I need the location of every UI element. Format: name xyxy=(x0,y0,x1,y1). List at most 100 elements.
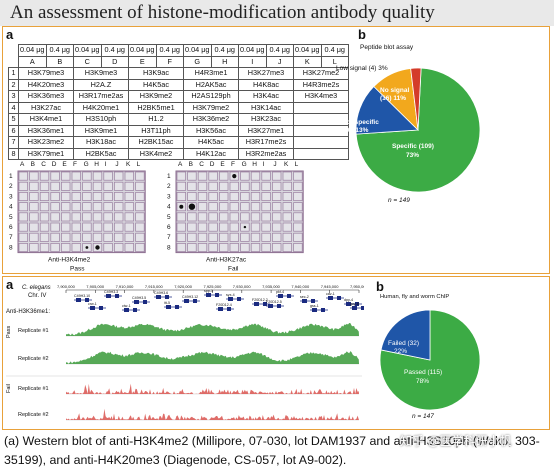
blot-well xyxy=(250,192,261,201)
blot-well xyxy=(293,192,303,201)
blot-row-number: 2 xyxy=(167,183,171,190)
gene-name: gcy-8 xyxy=(350,302,359,306)
column-letter: G xyxy=(183,55,212,68)
pie-slice-failed xyxy=(380,309,431,361)
blot-image: A B C D E F G H I J K L 1 2 3 4 5 6 7 8 Anti-H3K27ac Fail xyxy=(167,161,304,273)
blot-well xyxy=(208,171,218,181)
blot-well xyxy=(261,192,271,201)
blot-column-letter: D xyxy=(210,161,215,168)
blot-column-letter: J xyxy=(273,161,276,168)
blot-spot xyxy=(232,174,237,179)
gene-exon xyxy=(254,302,259,306)
blot-well xyxy=(61,192,71,201)
pie-top-n-label: n = 149 xyxy=(388,197,410,204)
blot-well xyxy=(187,212,197,222)
blot-well xyxy=(272,243,282,252)
gene-exon xyxy=(193,299,197,303)
gene-name: crw-1 xyxy=(88,302,97,306)
gene-exon xyxy=(337,296,341,300)
blot-well xyxy=(39,212,50,222)
bottom-panel-a-label: a xyxy=(6,277,14,292)
blot-column-letter: F xyxy=(231,161,235,168)
blot-well xyxy=(208,181,218,191)
peptide-cell: H3K4me1 xyxy=(18,113,74,126)
blot-well xyxy=(29,181,39,191)
pie-top-low-signal-label: Low signal (4) 3% xyxy=(336,65,388,72)
blot-column-letter: B xyxy=(189,161,193,168)
blot-well xyxy=(240,212,250,222)
blot-well xyxy=(114,212,124,222)
blot-well xyxy=(187,222,197,232)
blot-well xyxy=(293,181,303,191)
blot-well xyxy=(208,212,218,222)
blot-title: Anti-H3K27ac xyxy=(206,257,247,264)
axis-tick-label: 7,905,000 xyxy=(86,284,105,289)
blot-well xyxy=(240,243,250,252)
axis-tick-label: 7,910,000 xyxy=(116,284,135,289)
blot-well xyxy=(208,192,218,201)
blot-well xyxy=(272,232,282,242)
peptide-table-container: 0.04 μg 0.4 μg 0.04 μg 0.4 μg 0.04 μg 0.4 μg 0… xyxy=(8,44,349,160)
blot-well xyxy=(250,171,261,181)
track-name: Replicate #2 xyxy=(18,356,49,362)
blot-well xyxy=(293,243,303,252)
blot-well xyxy=(39,232,50,242)
blot-well xyxy=(293,212,303,222)
amount-header: 0.4 μg xyxy=(265,44,294,57)
pie-bot-title: Human, fly and worm ChIP xyxy=(380,294,449,300)
amount-header: 0.04 μg xyxy=(183,44,212,57)
blot-well xyxy=(92,202,103,212)
pie-bot-failed-label-1: Failed (32) xyxy=(388,340,419,347)
blot-well xyxy=(250,232,261,242)
blot-well xyxy=(250,181,261,191)
blot-well xyxy=(272,212,282,222)
blot-well xyxy=(197,222,208,232)
blot-column-letter: B xyxy=(31,161,35,168)
row-number: 3 xyxy=(8,90,19,103)
blot-column-letter: G xyxy=(84,161,89,168)
blot-well xyxy=(229,192,239,201)
blot-well xyxy=(114,232,124,242)
blot-well xyxy=(261,232,271,242)
blot-well xyxy=(124,212,134,222)
blot-well xyxy=(82,192,92,201)
blot-well xyxy=(187,171,197,181)
chip-quality-pie-chart: Human, fly and worm ChIP Failed (32) 22%… xyxy=(379,294,481,420)
pie-slice-passed xyxy=(379,309,481,411)
pie-top-specific-label-1: Specific (109) xyxy=(392,143,434,150)
peptide-cell: H4K8ac xyxy=(238,78,294,91)
gene-exon xyxy=(328,296,333,300)
blot-well xyxy=(61,171,71,181)
axis-tick-label: 7,925,000 xyxy=(204,284,223,289)
blot-well xyxy=(187,181,197,191)
blot-well xyxy=(282,212,292,222)
blot-well xyxy=(261,202,271,212)
blot-spot xyxy=(243,225,247,229)
pie-top-not-specific-label-2: (20) 13% xyxy=(342,127,369,134)
column-letter: I xyxy=(238,55,267,68)
peptide-cell: H3K9me1 xyxy=(73,124,129,137)
blot-column-letter: D xyxy=(52,161,57,168)
blot-well xyxy=(124,232,134,242)
peptide-cell: H2AK5ac xyxy=(183,78,239,91)
track-signal xyxy=(66,408,359,420)
blot-well xyxy=(61,212,71,222)
blot-well xyxy=(197,243,208,252)
blot-column-letter: J xyxy=(115,161,118,168)
blot-well xyxy=(18,192,28,201)
pie-top-specific-label-2: 73% xyxy=(406,152,419,159)
blot-membrane xyxy=(175,170,304,254)
blot-well xyxy=(197,232,208,242)
track-group-label: Pass xyxy=(6,326,12,338)
blot-well xyxy=(103,232,113,242)
amount-header: 0.4 μg xyxy=(320,44,349,57)
chromosome-label: Chr. IV xyxy=(28,293,46,299)
blot-well xyxy=(29,171,39,181)
peptide-cell: H3K27me3 xyxy=(238,67,294,80)
blot-well xyxy=(293,202,303,212)
blot-well xyxy=(135,181,145,191)
blot-well xyxy=(261,222,271,232)
gene-exon xyxy=(133,308,137,312)
axis-tick-label: 7,945,000 xyxy=(321,284,340,289)
blot-column-letter: E xyxy=(62,161,67,168)
